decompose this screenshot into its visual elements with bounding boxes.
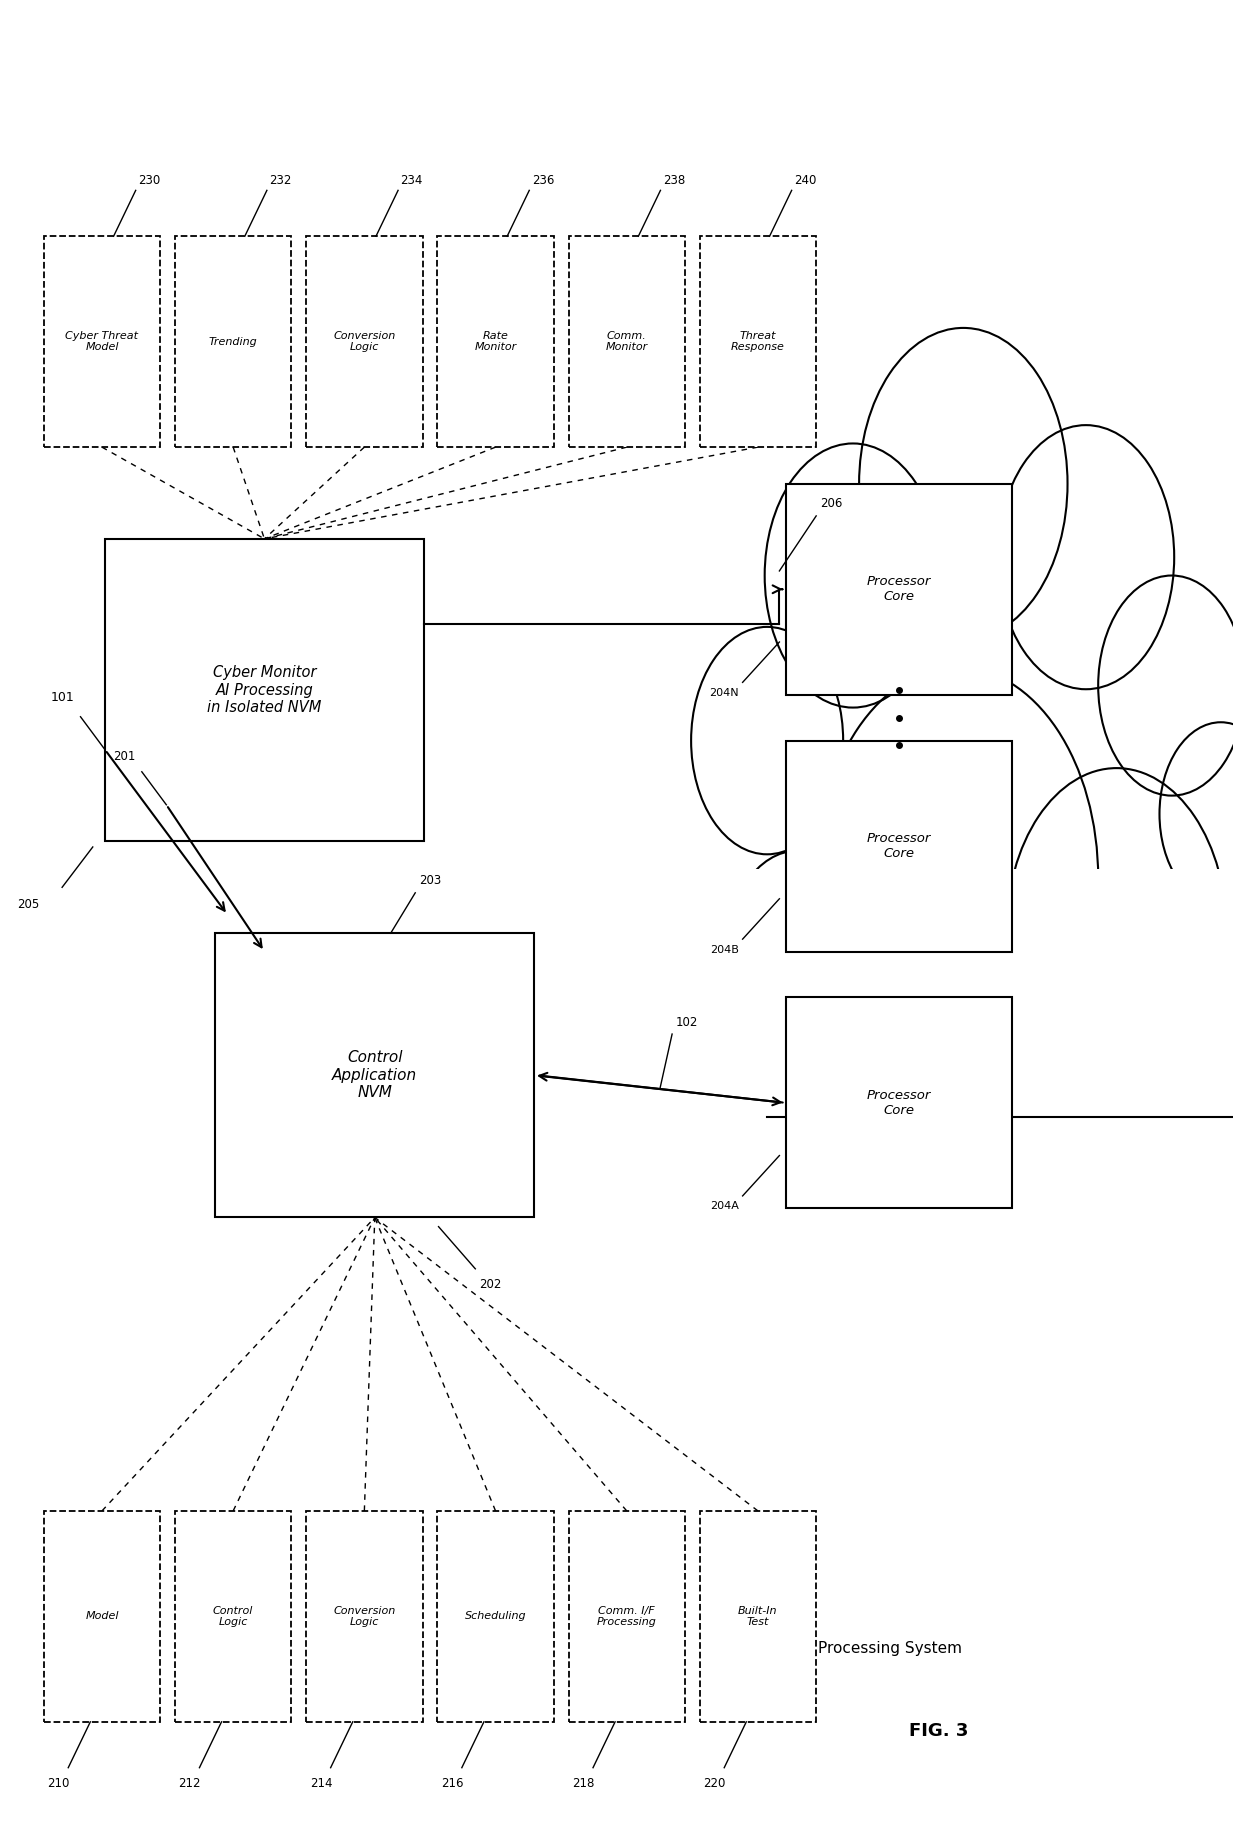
Text: Processor
Core: Processor Core <box>867 832 931 859</box>
Bar <box>699 237 816 447</box>
Text: 220: 220 <box>703 1778 725 1791</box>
Text: Cyber Monitor
AI Processing
in Isolated NVM: Cyber Monitor AI Processing in Isolated … <box>207 665 321 715</box>
Bar <box>43 237 160 447</box>
Text: 218: 218 <box>572 1778 594 1791</box>
Text: 204B: 204B <box>711 944 739 955</box>
Bar <box>438 1512 554 1722</box>
Bar <box>43 1512 160 1722</box>
Bar <box>699 1512 816 1722</box>
Bar <box>568 237 684 447</box>
Text: 234: 234 <box>401 174 423 187</box>
Circle shape <box>724 850 872 1070</box>
Circle shape <box>816 667 1099 1088</box>
Text: 212: 212 <box>179 1778 201 1791</box>
Text: 205: 205 <box>17 898 38 911</box>
Text: 238: 238 <box>663 174 686 187</box>
Circle shape <box>691 626 843 854</box>
Text: 204N: 204N <box>709 687 739 699</box>
Bar <box>105 540 424 841</box>
Text: 101: 101 <box>51 691 74 704</box>
Circle shape <box>859 327 1068 639</box>
Bar <box>785 998 1012 1209</box>
Text: 240: 240 <box>794 174 816 187</box>
Bar <box>785 484 1012 695</box>
Text: 102: 102 <box>676 1016 698 1029</box>
Bar <box>306 237 423 447</box>
Text: Built-In
Test: Built-In Test <box>738 1606 777 1628</box>
Bar <box>175 1512 291 1722</box>
Circle shape <box>1153 906 1240 1107</box>
Text: Model: Model <box>86 1611 119 1621</box>
Bar <box>568 1512 684 1722</box>
Circle shape <box>1006 769 1226 1098</box>
Text: Comm.
Monitor: Comm. Monitor <box>605 331 647 353</box>
Text: Trending: Trending <box>208 336 258 347</box>
Text: 232: 232 <box>269 174 291 187</box>
Text: FIG. 3: FIG. 3 <box>909 1722 968 1741</box>
Text: 210: 210 <box>47 1778 69 1791</box>
Bar <box>175 237 291 447</box>
Text: Control
Logic: Control Logic <box>213 1606 253 1628</box>
Bar <box>438 237 554 447</box>
Text: Processor
Core: Processor Core <box>867 1088 931 1116</box>
Circle shape <box>765 444 941 708</box>
Text: Control
Application
NVM: Control Application NVM <box>332 1050 418 1100</box>
Text: Processing System: Processing System <box>817 1641 962 1656</box>
Text: Threat
Response: Threat Response <box>732 331 785 353</box>
Circle shape <box>1159 723 1240 906</box>
Text: 230: 230 <box>138 174 160 187</box>
Circle shape <box>998 425 1174 689</box>
Text: 236: 236 <box>532 174 554 187</box>
Text: 201: 201 <box>113 750 135 763</box>
Text: 214: 214 <box>310 1778 332 1791</box>
Bar <box>785 741 1012 952</box>
Bar <box>216 933 534 1218</box>
Text: Cyber Threat
Model: Cyber Threat Model <box>66 331 139 353</box>
Bar <box>306 1512 423 1722</box>
Text: 204A: 204A <box>711 1201 739 1212</box>
Bar <box>712 869 1240 1125</box>
Text: Conversion
Logic: Conversion Logic <box>334 1606 396 1628</box>
Text: Processor
Core: Processor Core <box>867 575 931 602</box>
Text: Comm. I/F
Processing: Comm. I/F Processing <box>596 1606 657 1628</box>
Circle shape <box>1099 575 1240 796</box>
Text: 202: 202 <box>479 1279 501 1292</box>
Text: Conversion
Logic: Conversion Logic <box>334 331 396 353</box>
Text: Scheduling: Scheduling <box>465 1611 526 1621</box>
Text: 203: 203 <box>419 874 441 887</box>
Text: 206: 206 <box>820 497 842 510</box>
Text: 216: 216 <box>441 1778 464 1791</box>
Text: Rate
Monitor: Rate Monitor <box>475 331 517 353</box>
